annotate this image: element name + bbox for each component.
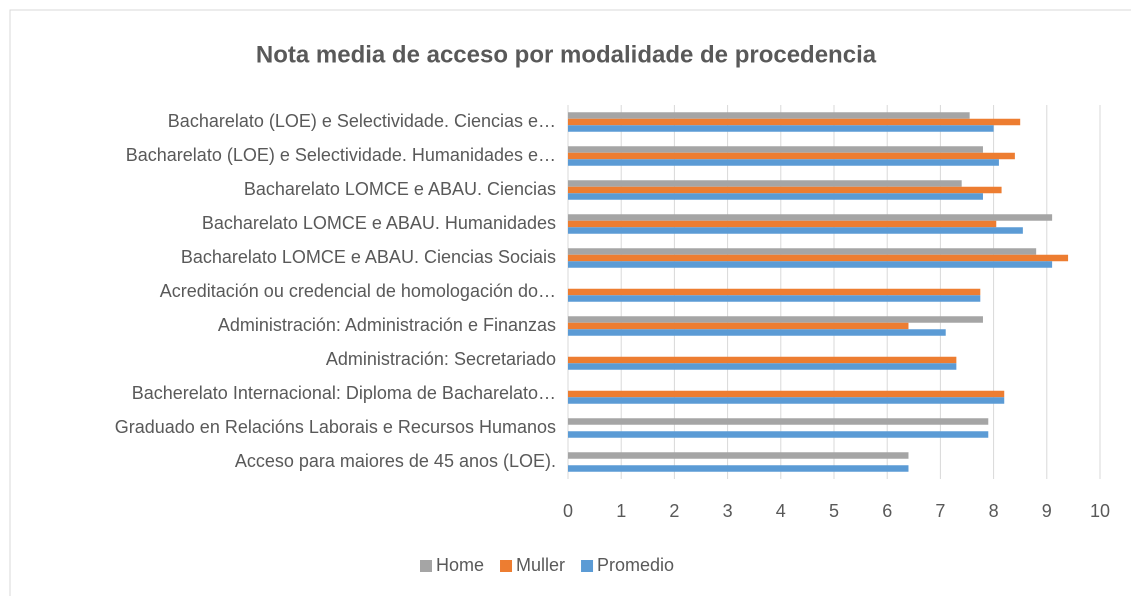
bar <box>568 316 983 323</box>
bar <box>568 220 997 228</box>
bar <box>568 356 957 364</box>
legend-label: Promedio <box>597 555 674 575</box>
bar <box>568 152 1015 160</box>
y-tick-label: Administración: Secretariado <box>326 349 556 369</box>
bar <box>568 261 1053 268</box>
legend-swatch <box>420 560 432 572</box>
y-tick-label: Bacharelato (LOE) e Selectividade. Cienc… <box>168 111 556 131</box>
bar <box>568 159 999 166</box>
bar <box>568 248 1037 255</box>
bar <box>568 363 957 370</box>
x-tick-label: 8 <box>989 501 999 521</box>
bar <box>568 322 909 330</box>
x-tick-label: 5 <box>829 501 839 521</box>
x-tick-label: 6 <box>882 501 892 521</box>
y-tick-label: Acreditación ou credencial de homologaci… <box>160 281 556 301</box>
bar <box>568 146 983 153</box>
bar <box>568 295 981 302</box>
x-tick-label: 9 <box>1042 501 1052 521</box>
legend-swatch <box>500 560 513 572</box>
bar <box>568 431 989 438</box>
y-tick-label: Bacharelato LOMCE e ABAU. Humanidades <box>202 213 556 233</box>
bar <box>568 180 962 187</box>
x-tick-label: 0 <box>563 501 573 521</box>
chart-title: Nota media de acceso por modalidade de p… <box>256 41 877 68</box>
y-tick-label: Bacharelato (LOE) e Selectividade. Human… <box>126 145 556 165</box>
bar <box>568 214 1053 221</box>
x-tick-label: 2 <box>669 501 679 521</box>
bar <box>568 288 981 296</box>
x-tick-label: 1 <box>616 501 626 521</box>
bar <box>568 465 909 472</box>
legend-label: Muller <box>516 555 565 575</box>
bar <box>568 193 983 200</box>
bar <box>568 118 1021 126</box>
x-tick-label: 10 <box>1090 501 1110 521</box>
x-tick-label: 3 <box>723 501 733 521</box>
bar <box>568 254 1069 262</box>
bar <box>568 329 946 336</box>
y-tick-label: Bacherelato Internacional: Diploma de Ba… <box>132 383 556 403</box>
y-tick-label: Graduado en Relacións Laborais e Recurso… <box>115 417 556 437</box>
legend-swatch <box>581 560 594 572</box>
x-tick-label: 7 <box>935 501 945 521</box>
bar <box>568 227 1023 234</box>
legend-label: Home <box>436 555 484 575</box>
y-tick-label: Bacharelato LOMCE e ABAU. Ciencias <box>244 179 556 199</box>
bar <box>568 397 1005 404</box>
bar <box>568 418 989 425</box>
y-tick-label: Administración: Administración e Finanza… <box>218 315 556 335</box>
x-tick-label: 4 <box>776 501 786 521</box>
y-tick-label: Acceso para maiores de 45 anos (LOE). <box>235 451 556 471</box>
bar <box>568 390 1005 398</box>
bar <box>568 452 909 459</box>
bar <box>568 125 994 132</box>
bar <box>568 112 970 119</box>
bar <box>568 186 1002 194</box>
chart-border <box>9 9 1131 601</box>
y-tick-label: Bacharelato LOMCE e ABAU. Ciencias Socia… <box>181 247 556 267</box>
